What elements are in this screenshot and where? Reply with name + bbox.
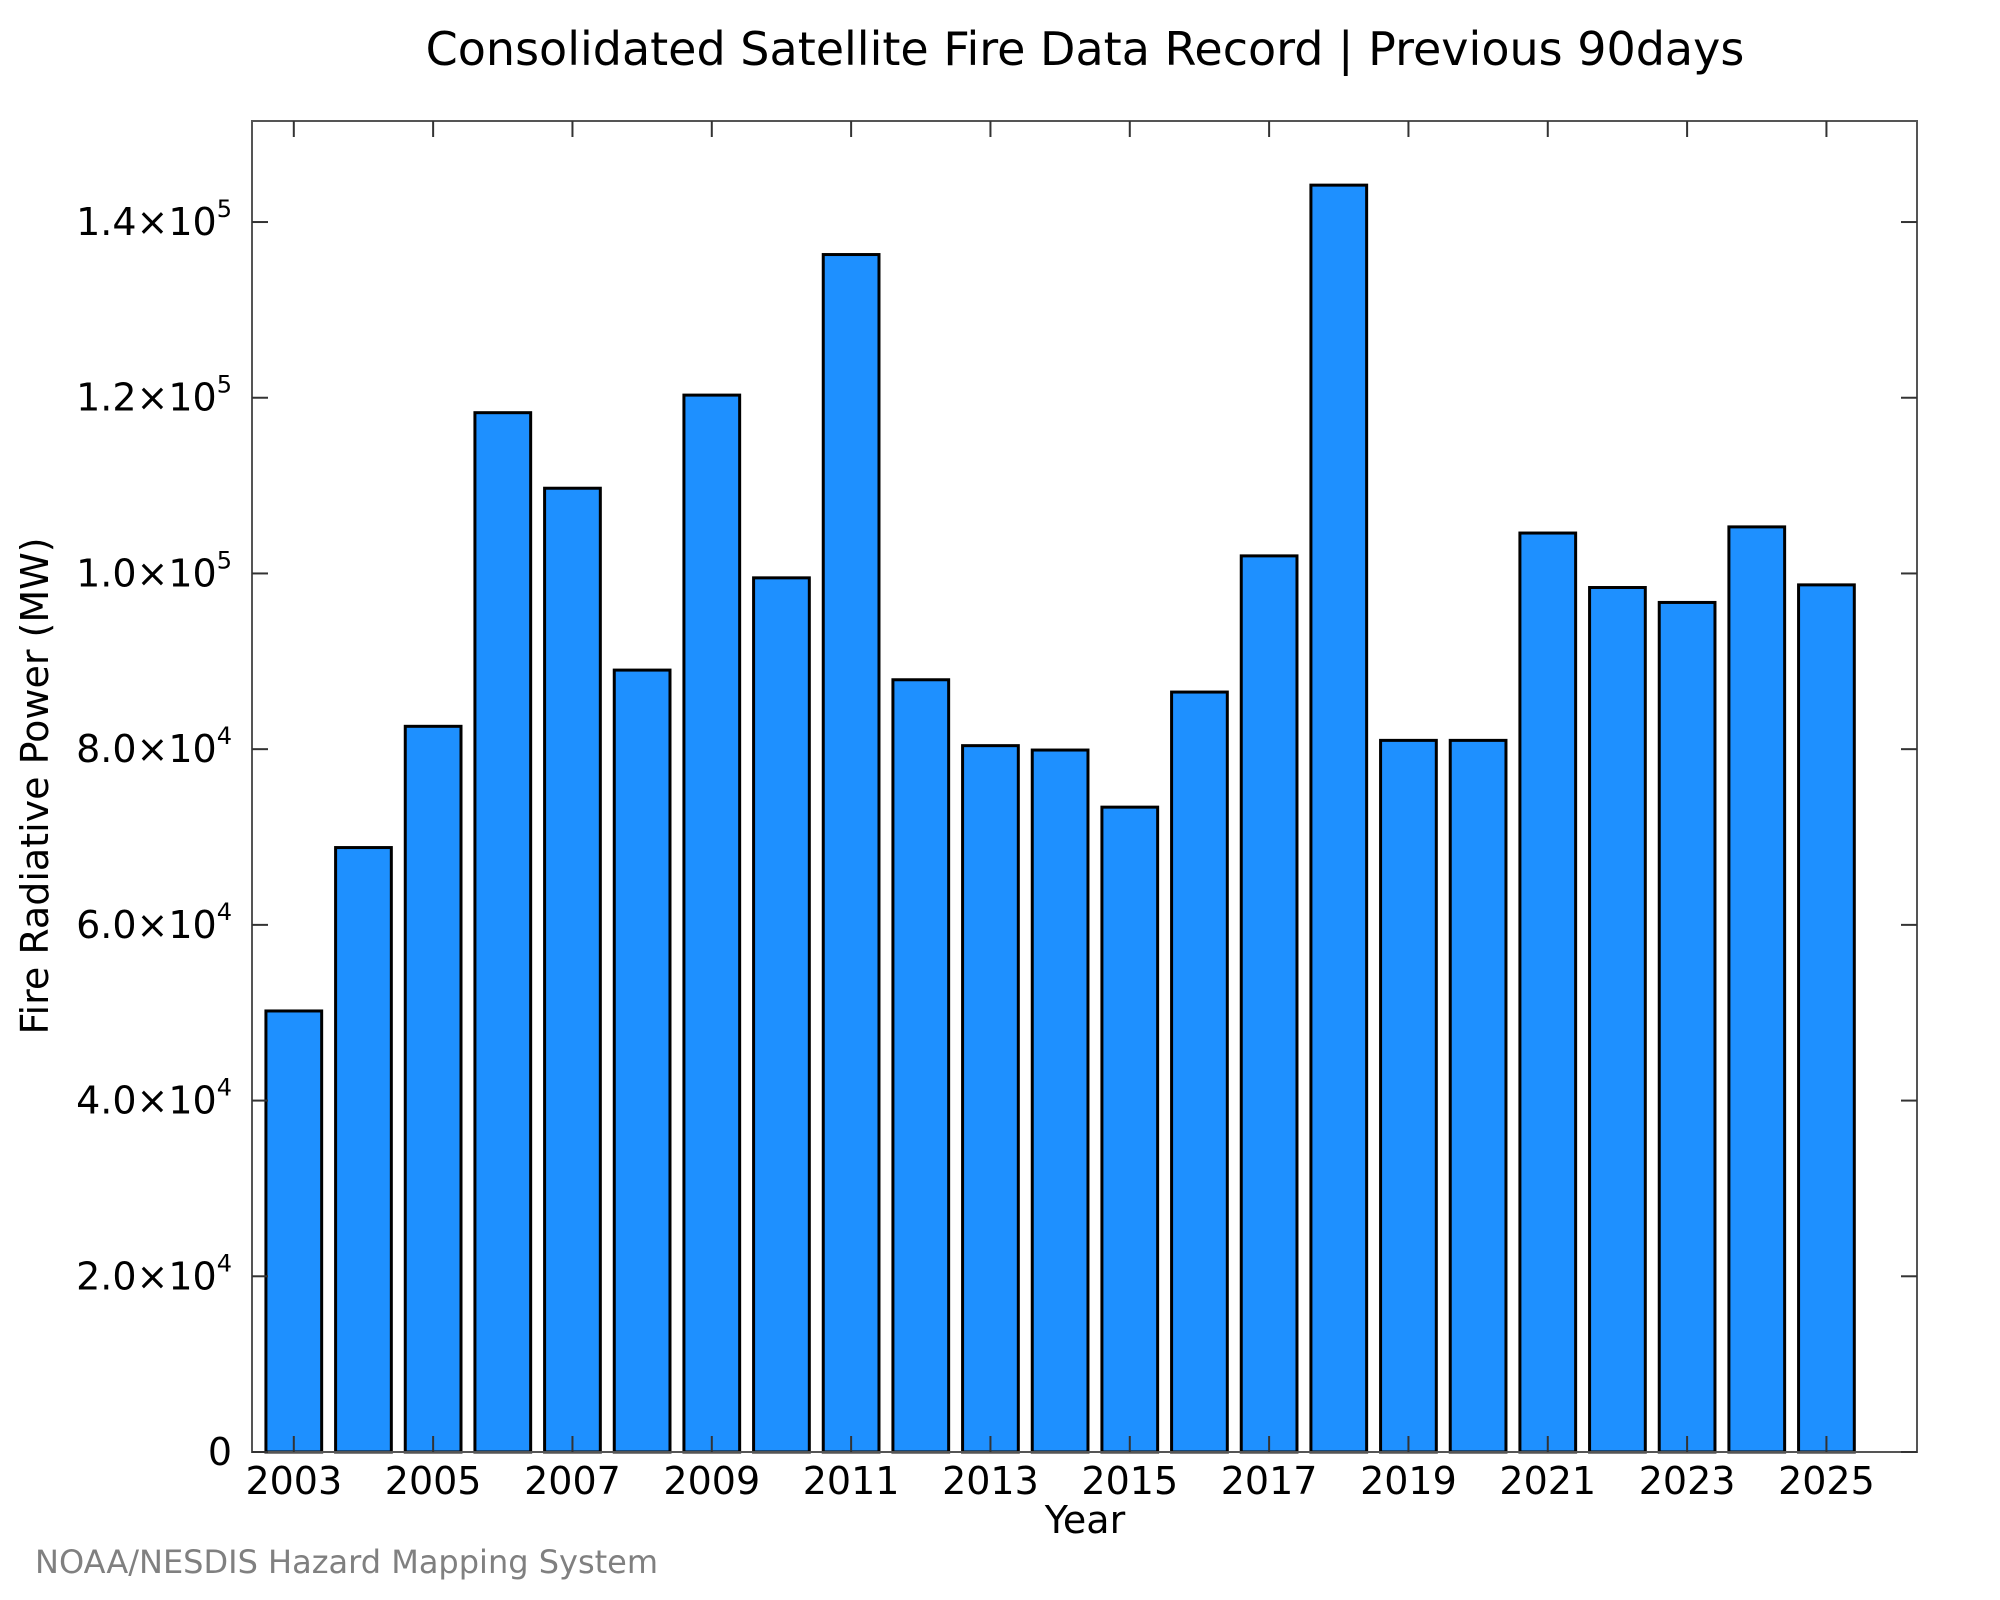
y-axis-label: Fire Radiative Power (MW)	[13, 537, 57, 1034]
bar-2003	[264, 1009, 324, 1454]
x-tick-label: 2003	[245, 1459, 342, 1503]
y-tick-label: 1.0×105	[76, 546, 232, 595]
bar-2005	[403, 724, 463, 1454]
x-tick-label: 2007	[524, 1459, 621, 1503]
bar-2013	[961, 744, 1020, 1454]
y-tick-label: 1.2×105	[76, 371, 232, 420]
bar-2020	[1448, 738, 1508, 1454]
plot-frame	[251, 120, 1918, 1453]
bar-2023	[1657, 600, 1717, 1454]
bar-2019	[1379, 738, 1438, 1454]
x-axis-label: Year	[1044, 1498, 1126, 1542]
bar-2024	[1727, 525, 1787, 1454]
x-tick-label: 2025	[1778, 1459, 1875, 1503]
x-tick-label: 2023	[1639, 1459, 1736, 1503]
y-tick-label: 6.0×104	[76, 898, 232, 947]
x-tick-labels: 2003 2005 2007 2009 2011 2013 2015 2017 2019 2021…	[245, 1459, 1874, 1503]
bar-2017	[1239, 554, 1299, 1454]
y-tick-label: 1.4×105	[76, 195, 232, 244]
y-tick-label: 4.0×104	[76, 1074, 232, 1123]
bar-2015	[1100, 805, 1160, 1454]
bar-2021	[1518, 531, 1578, 1454]
ticks-layer	[252, 121, 1917, 1453]
y-tick-label: 0	[208, 1430, 232, 1474]
bar-2016	[1170, 690, 1229, 1454]
bar-2007	[543, 486, 602, 1454]
x-tick-label: 2019	[1360, 1459, 1457, 1503]
bar-2018	[1309, 183, 1369, 1454]
x-tick-label: 2017	[1221, 1459, 1318, 1503]
bar-2008	[612, 668, 672, 1454]
bar-2004	[334, 846, 393, 1454]
chart-title: Consolidated Satellite Fire Data Record …	[426, 22, 1745, 77]
x-tick-label: 2009	[663, 1459, 760, 1503]
x-tick-label: 2005	[385, 1459, 482, 1503]
credit-text: NOAA/NESDIS Hazard Mapping System	[35, 1543, 658, 1581]
bar-2011	[821, 253, 881, 1454]
bar-2022	[1588, 586, 1647, 1454]
bar-2006	[473, 411, 533, 1454]
x-tick-label: 2021	[1499, 1459, 1596, 1503]
bar-2012	[891, 678, 951, 1454]
x-tick-label: 2015	[1081, 1459, 1178, 1503]
x-tick-label: 2011	[803, 1459, 900, 1503]
bar-2009	[682, 393, 742, 1454]
y-tick-label: 8.0×104	[76, 722, 232, 771]
y-tick-labels: 0 2.0×104 4.0×104 6.0×104 8.0×104 1.0×105 1.2×…	[76, 195, 232, 1474]
bar-2010	[752, 576, 811, 1454]
bar-2014	[1030, 748, 1090, 1454]
bar-2025	[1797, 583, 1856, 1454]
bars-layer	[264, 183, 1856, 1454]
y-tick-label: 2.0×104	[76, 1249, 232, 1298]
x-tick-label: 2013	[942, 1459, 1039, 1503]
